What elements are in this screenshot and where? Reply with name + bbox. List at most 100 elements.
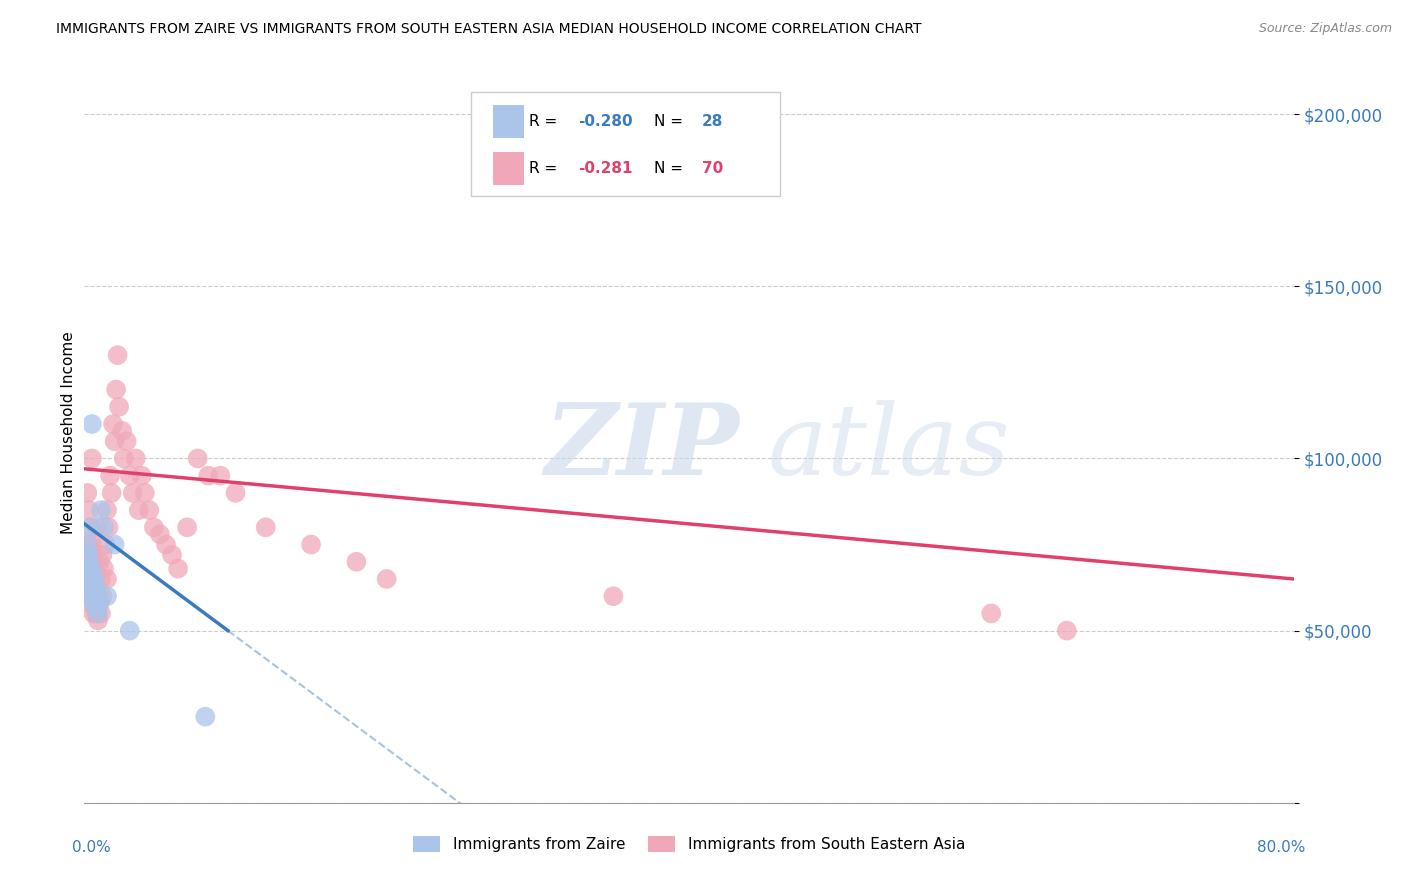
Point [375, 572, 398, 586]
Point [86, 599, 108, 614]
Text: -0.280: -0.280 [578, 114, 633, 129]
Point [76, 572, 98, 586]
Point [128, 503, 150, 517]
Point [176, 520, 198, 534]
Point [104, 434, 127, 449]
Point [96, 503, 118, 517]
Text: ZIP: ZIP [544, 400, 738, 496]
Point [94, 537, 117, 551]
Point [89, 555, 111, 569]
Point [77, 503, 100, 517]
Point [79, 589, 101, 603]
Point [77, 579, 100, 593]
Point [197, 468, 219, 483]
Text: N =: N = [654, 161, 688, 176]
Point [187, 451, 209, 466]
Point [77, 537, 100, 551]
Text: R =: R = [529, 161, 562, 176]
Text: IMMIGRANTS FROM ZAIRE VS IMMIGRANTS FROM SOUTH EASTERN ASIA MEDIAN HOUSEHOLD INC: IMMIGRANTS FROM ZAIRE VS IMMIGRANTS FROM… [56, 22, 922, 37]
Point [76, 555, 98, 569]
Point [194, 709, 217, 723]
Point [209, 468, 232, 483]
Y-axis label: Median Household Income: Median Household Income [60, 331, 76, 534]
Point [93, 520, 115, 534]
Point [80, 561, 103, 575]
Text: 80.0%: 80.0% [1257, 840, 1306, 855]
Point [77, 579, 100, 593]
Point [75, 548, 97, 562]
Point [76, 486, 98, 500]
Point [75, 561, 97, 575]
Point [84, 561, 107, 575]
FancyBboxPatch shape [494, 105, 524, 138]
Point [87, 589, 110, 603]
Point [90, 607, 112, 621]
Text: 70: 70 [702, 161, 724, 176]
FancyBboxPatch shape [494, 152, 524, 185]
Point [76, 555, 98, 569]
Point [80, 417, 103, 431]
Point [82, 548, 104, 562]
Point [107, 348, 129, 362]
Point [101, 417, 124, 431]
Point [76, 572, 98, 586]
Point [75, 548, 97, 562]
Point [108, 400, 131, 414]
Point [134, 486, 156, 500]
Point [125, 451, 148, 466]
Text: -0.281: -0.281 [578, 161, 633, 176]
Point [77, 565, 100, 579]
Point [98, 468, 121, 483]
Point [84, 596, 107, 610]
Text: atlas: atlas [768, 400, 1011, 495]
Point [79, 520, 101, 534]
Point [79, 596, 101, 610]
Legend: Immigrants from Zaire, Immigrants from South Eastern Asia: Immigrants from Zaire, Immigrants from S… [406, 830, 972, 858]
Point [100, 486, 122, 500]
Point [80, 537, 103, 551]
Point [80, 582, 103, 597]
Point [86, 582, 108, 597]
Point [82, 596, 104, 610]
Point [299, 537, 322, 551]
Point [93, 561, 115, 575]
Point [82, 579, 104, 593]
Point [91, 589, 114, 603]
Point [96, 589, 118, 603]
Text: 28: 28 [702, 114, 724, 129]
Point [149, 527, 172, 541]
Point [90, 503, 112, 517]
Point [80, 589, 103, 603]
Point [97, 520, 120, 534]
Point [77, 548, 100, 562]
Point [1056, 624, 1078, 638]
Point [96, 572, 118, 586]
Point [980, 607, 1002, 621]
Point [82, 607, 104, 621]
Point [80, 451, 103, 466]
Point [87, 613, 110, 627]
Point [115, 434, 138, 449]
Point [84, 589, 107, 603]
Point [225, 486, 247, 500]
Point [87, 607, 110, 621]
Point [142, 520, 165, 534]
Point [104, 537, 127, 551]
Point [254, 520, 277, 534]
Point [105, 383, 128, 397]
Point [79, 520, 101, 534]
Point [160, 548, 183, 562]
Point [79, 572, 101, 586]
Point [80, 561, 103, 575]
Point [155, 537, 177, 551]
Point [76, 537, 98, 551]
Text: 0.0%: 0.0% [72, 840, 111, 855]
Point [89, 596, 111, 610]
Point [138, 503, 160, 517]
Point [89, 596, 111, 610]
Point [111, 424, 134, 438]
Point [82, 579, 104, 593]
Text: R =: R = [529, 114, 562, 129]
Point [118, 468, 141, 483]
Text: N =: N = [654, 114, 688, 129]
